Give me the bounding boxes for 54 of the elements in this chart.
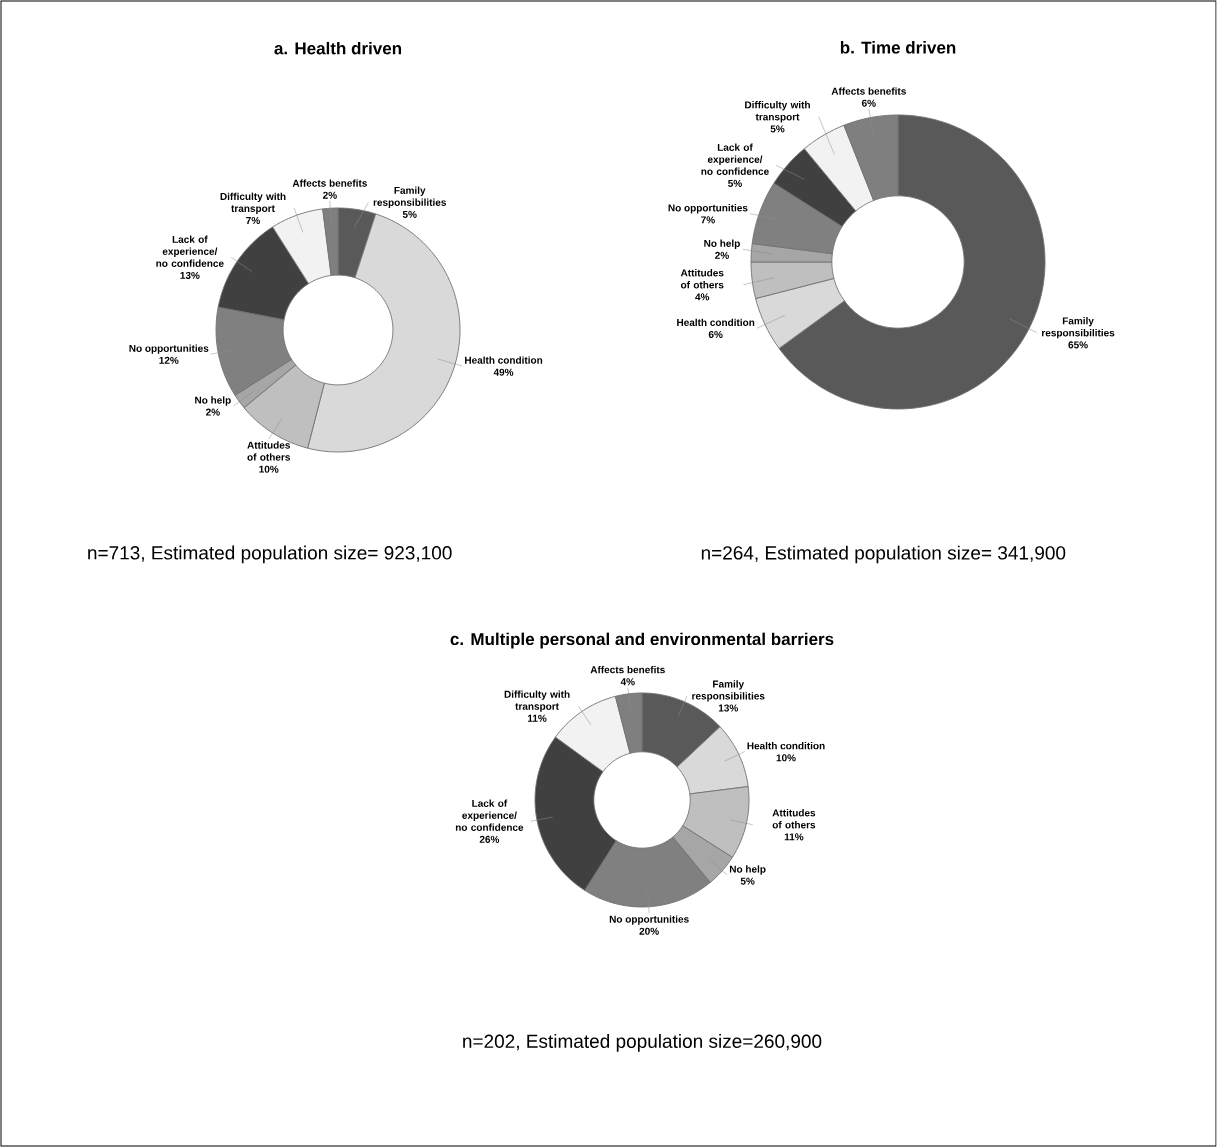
data-label: 26% [479, 835, 500, 843]
text: n=202, Estimated population size=260,900 [463, 1034, 822, 1052]
data-label: 11% [784, 833, 804, 841]
data-label: 7% [701, 216, 715, 224]
chart-title: b. Time driven [840, 41, 956, 54]
slice-label: No opportunities [609, 915, 689, 925]
data-label: 2% [323, 191, 337, 199]
slice-label: Family responsibilities [373, 186, 446, 208]
slice-label: Attitudes of others [247, 441, 290, 461]
slice-label: Affects benefits [292, 179, 367, 187]
slice-label: Lack of experience/ no confidence [156, 235, 224, 267]
data-label: 5% [740, 877, 755, 885]
data-label: 5% [402, 210, 417, 218]
data-label: 12% [159, 356, 179, 364]
data-label: 7% [246, 216, 260, 224]
slice-label: No help [195, 396, 231, 406]
data-label: 20% [639, 927, 659, 935]
data-label: 5% [770, 125, 785, 133]
slice-label: Health condition [677, 318, 755, 326]
data-label: 5% [728, 179, 742, 187]
slice-label: Family responsibilities [692, 680, 765, 702]
slice-label: Difficulty with transport [504, 690, 570, 712]
data-label: 10% [776, 754, 796, 762]
data-label: 10% [259, 465, 279, 473]
data-label: 6% [708, 330, 723, 338]
data-label: 13% [718, 704, 738, 712]
slice-label: No help [729, 865, 766, 875]
slice-label: Lack of experience/ no confidence [455, 799, 524, 831]
text: n=713, Estimated population size= 923,100 [88, 545, 452, 564]
slice-label: Attitudes of others [680, 269, 724, 289]
slice-label: Affects benefits [831, 87, 906, 95]
data-label: 6% [861, 99, 876, 107]
slice-label: No opportunities [668, 204, 748, 214]
data-label: 65% [1068, 341, 1088, 349]
data-label: 2% [715, 251, 729, 259]
chart-title: c. Multiple personal and environmental barriers [450, 632, 834, 649]
slice-label: Difficulty with transport [220, 192, 286, 214]
slice-label: No help [704, 239, 740, 249]
data-label: 13% [180, 271, 200, 279]
slice-label: Difficulty with transport [745, 101, 810, 123]
slice-label: Family responsibilities [1042, 317, 1115, 339]
slice-label: Affects benefits [590, 665, 665, 674]
slice-label: Lack of experience/ no confidence [701, 143, 769, 175]
chart-title: a. Health driven [274, 41, 402, 55]
data-label: 4% [695, 293, 710, 301]
slice-label: Attitudes of others [772, 809, 816, 829]
slice-label: Health condition [747, 742, 825, 750]
data-label: 49% [493, 368, 514, 376]
data-label: 4% [620, 678, 635, 686]
data-label: 2% [205, 408, 220, 416]
data-label: 11% [527, 714, 547, 722]
slice-label: Health condition [465, 356, 543, 364]
text: n=264, Estimated population size= 341,900 [701, 545, 1066, 564]
slice-label: No opportunities [129, 344, 209, 354]
